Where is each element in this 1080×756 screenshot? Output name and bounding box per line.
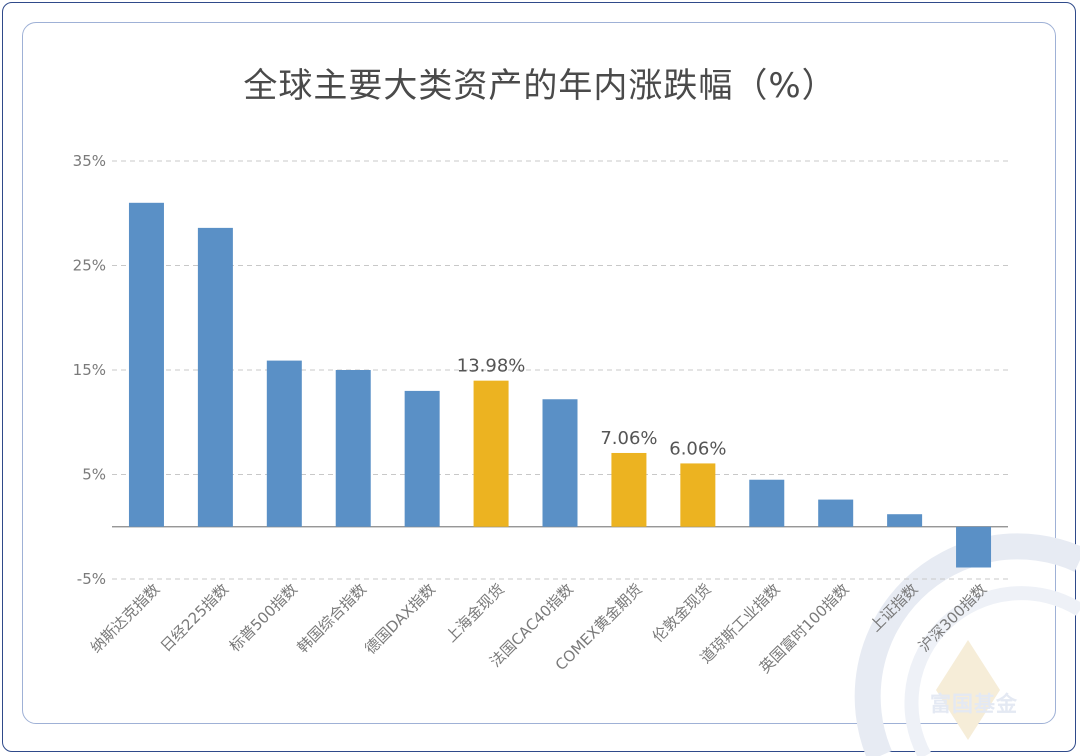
bar: [404, 390, 440, 527]
data-label: 6.06%: [669, 438, 726, 459]
data-label: 7.06%: [600, 428, 657, 449]
x-tick-label: 标普500指数: [226, 580, 301, 655]
bar: [542, 399, 578, 527]
x-tick-label: 伦敦金现货: [649, 580, 715, 646]
y-tick-label: 35%: [73, 152, 106, 170]
bar: [818, 499, 854, 527]
x-tick-label: 韩国综合指数: [294, 580, 370, 656]
y-tick-label: -5%: [77, 570, 106, 588]
bar: [887, 514, 923, 527]
bar: [128, 202, 164, 527]
y-tick-label: 15%: [73, 361, 106, 379]
bar: [473, 380, 509, 527]
bar: [197, 227, 233, 527]
x-tick-label: 上海金现货: [442, 580, 508, 646]
bar: [611, 452, 647, 527]
bar: [266, 360, 302, 527]
bar: [956, 526, 992, 568]
bar: [749, 479, 785, 527]
x-tick-label: 德国DAX指数: [361, 580, 439, 658]
data-label: 13.98%: [457, 356, 526, 377]
chart-title: 全球主要大类资产的年内涨跌幅（%）: [243, 66, 837, 106]
y-tick-label: 25%: [73, 257, 106, 275]
x-tick-label: 日经225指数: [157, 580, 232, 655]
bar: [680, 463, 716, 527]
bar: [335, 370, 371, 527]
x-tick-label: 纳斯达克指数: [87, 580, 163, 656]
watermark-logo-icon: [854, 533, 1080, 756]
y-tick-label: 5%: [82, 466, 106, 484]
watermark-brand-text: 富国基金: [930, 692, 1018, 716]
